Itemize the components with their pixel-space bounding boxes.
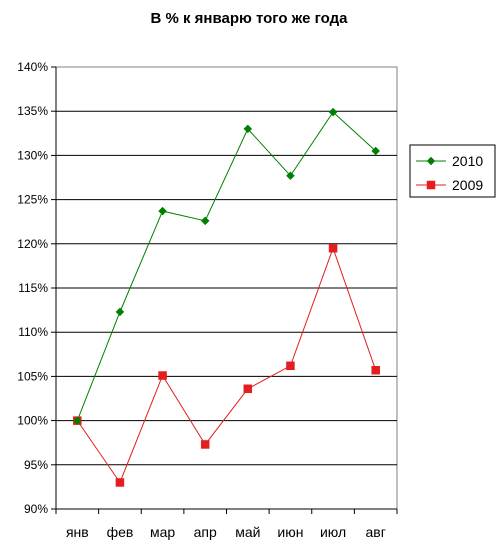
data-point-2009 (115, 478, 125, 487)
data-point-2010 (286, 171, 295, 181)
series-markers (72, 107, 381, 487)
series-line-2009 (76, 246, 377, 484)
legend-marker-2009 (426, 180, 436, 190)
data-point-2009 (158, 371, 167, 380)
x-tick-label: фев (107, 524, 134, 540)
y-tick-label: 120% (17, 237, 48, 251)
data-point-2009 (328, 243, 338, 253)
chart-title: В % к январю того же года (150, 10, 348, 27)
legend-marker-2010 (426, 156, 436, 166)
y-tick-label: 130% (17, 148, 48, 162)
y-axis-ticks: 90% 95% 100% 105% 110% 115% 120% 125% 130% 135% 14… (17, 60, 56, 516)
x-tick-label: май (235, 524, 260, 540)
legend-label-2010: 2010 (452, 153, 483, 169)
y-tick-label: 95% (24, 458, 48, 472)
x-tick-label: мар (150, 524, 175, 540)
y-tick-label: 125% (17, 193, 48, 207)
y-tick-label: 105% (17, 369, 48, 383)
data-point-2010 (72, 416, 82, 425)
x-tick-label: янв (66, 524, 89, 540)
series-lines (76, 111, 377, 484)
y-tick-label: 90% (24, 502, 48, 516)
x-tick-label: апр (194, 524, 217, 540)
data-point-2010 (328, 107, 338, 117)
legend: 2010 2009 (409, 144, 496, 198)
data-point-2010 (243, 124, 253, 134)
data-point-2009 (200, 440, 210, 449)
series-line-2010 (76, 111, 377, 421)
data-point-2009 (371, 365, 380, 375)
data-point-2010 (200, 216, 210, 226)
y-tick-label: 135% (17, 104, 48, 118)
data-point-2009 (243, 384, 253, 394)
legend-box (409, 144, 496, 198)
x-tick-label: июн (277, 524, 303, 540)
y-tick-label: 110% (18, 325, 48, 339)
x-tick-label: авг (366, 524, 386, 540)
x-axis-ticks: янв фев мар апр май июн июл авг (55, 509, 398, 540)
x-tick-label: июл (320, 524, 346, 540)
y-tick-label: 140% (17, 60, 48, 74)
data-point-2010 (115, 307, 125, 317)
legend-label-2009: 2009 (452, 177, 483, 193)
y-tick-label: 100% (17, 414, 48, 428)
data-point-2009 (286, 361, 295, 371)
data-point-2010 (371, 146, 381, 156)
data-point-2010 (158, 206, 167, 216)
y-tick-label: 115% (18, 281, 48, 295)
